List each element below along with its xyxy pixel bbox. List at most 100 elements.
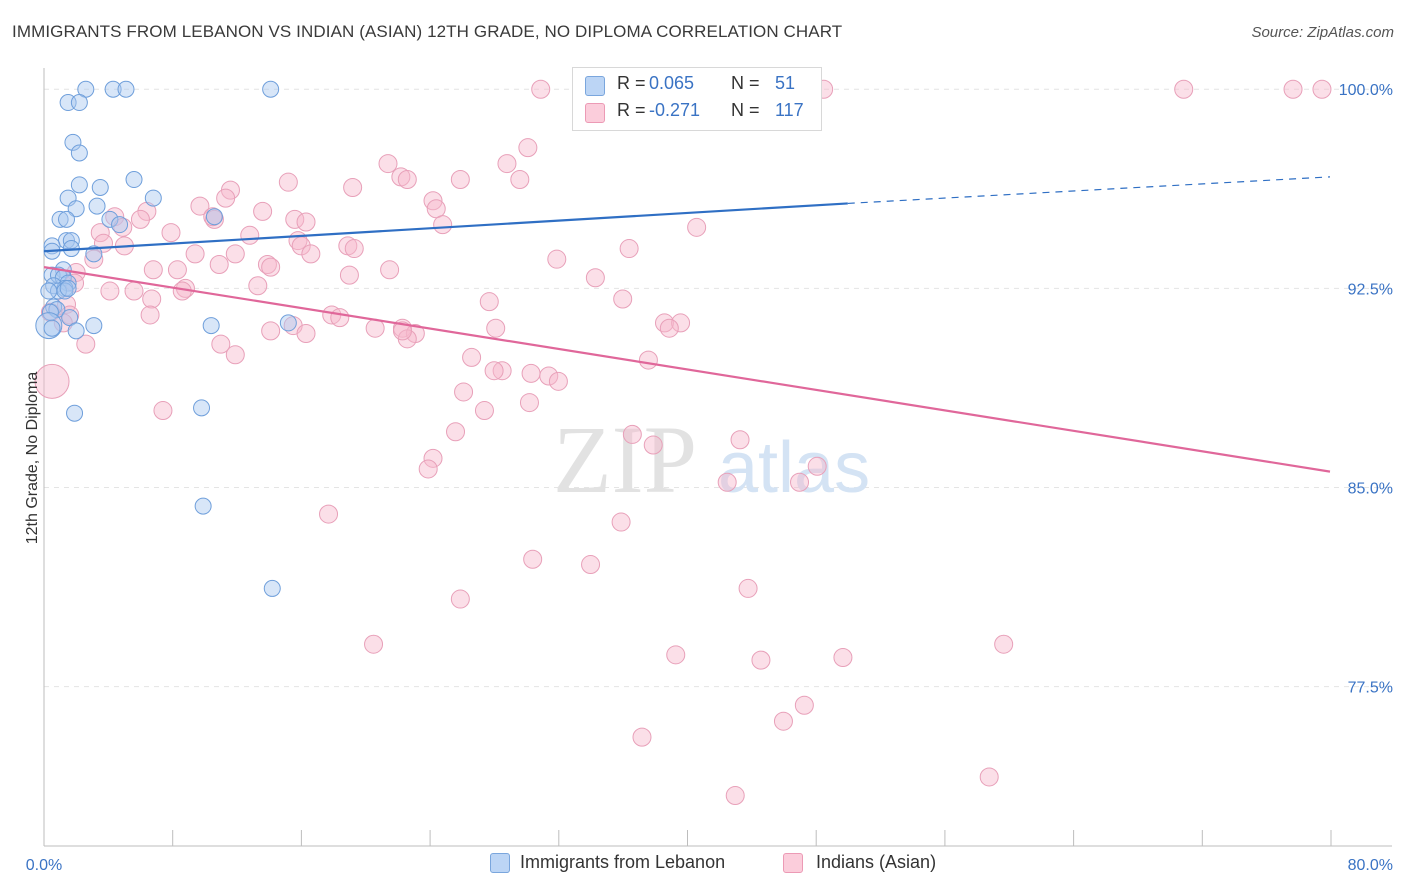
point-indians (209, 254, 229, 274)
point-lebanon (194, 497, 212, 515)
point-indians (807, 456, 827, 476)
point-lebanon (43, 319, 61, 337)
point-indians (167, 260, 187, 280)
point-indians (142, 289, 162, 309)
point-indians (278, 172, 298, 192)
gridlines (44, 88, 1392, 688)
point-indians (257, 254, 277, 274)
source-label: Source: ZipAtlas.com (1251, 24, 1394, 41)
point-indians (130, 209, 150, 229)
chart-title: IMMIGRANTS FROM LEBANON VS INDIAN (ASIAN… (12, 22, 843, 41)
point-indians (90, 223, 110, 243)
point-lebanon (101, 210, 119, 228)
point-indians (725, 786, 745, 806)
point-indians (253, 201, 273, 221)
point-indians (397, 170, 417, 190)
point-indians (518, 138, 538, 158)
y-tick-label: 100.0% (1339, 82, 1393, 99)
point-indians (343, 177, 363, 197)
point-indians (790, 472, 810, 492)
point-indians (216, 188, 236, 208)
point-lebanon (263, 579, 281, 597)
point-indians (794, 695, 814, 715)
point-indians (531, 79, 551, 99)
point-indians (285, 209, 305, 229)
point-indians (659, 318, 679, 338)
point-indians (225, 345, 245, 365)
point-indians (446, 422, 466, 442)
point-indians (339, 265, 359, 285)
point-indians (613, 289, 633, 309)
point-indians (124, 281, 144, 301)
point-indians (418, 459, 438, 479)
point-indians (486, 318, 506, 338)
point-indians (638, 350, 658, 370)
legend-n-value-lebanon: 51 (775, 73, 796, 93)
point-indians (450, 170, 470, 190)
point-indians (378, 154, 398, 174)
y-tick-label: 85.0% (1348, 481, 1393, 498)
point-indians (1283, 79, 1303, 99)
point-indians (581, 555, 601, 575)
y-axis-label: 12th Grade, No Diploma (24, 372, 41, 545)
point-lebanon (144, 189, 162, 207)
point-indians (240, 225, 260, 245)
point-indians (687, 217, 707, 237)
point-indians (632, 727, 652, 747)
watermark-zip: ZIP (553, 406, 697, 513)
point-indians (380, 260, 400, 280)
trend-line-lebanon-projection (847, 176, 1331, 205)
point-lebanon (279, 314, 297, 332)
watermark: ZIP atlas (553, 406, 870, 513)
point-indians (330, 308, 350, 328)
bottom-legend-swatch-indians (783, 853, 803, 873)
point-indians (548, 371, 568, 391)
point-indians (1312, 79, 1332, 99)
point-indians (76, 334, 96, 354)
trend-line-lebanon (43, 202, 848, 253)
point-indians (492, 361, 512, 381)
point-lebanon (85, 317, 103, 335)
point-indians (84, 249, 104, 269)
point-lebanon (91, 178, 109, 196)
point-indians (1174, 79, 1194, 99)
point-indians (773, 711, 793, 731)
point-lebanon (193, 399, 211, 417)
point-indians (474, 401, 494, 421)
legend: R = 0.065 N = 51 R = -0.271 N = 117 (572, 67, 822, 131)
trend-lines (43, 176, 1331, 473)
point-lebanon (202, 317, 220, 335)
point-lebanon (262, 80, 280, 98)
legend-n-label: N = (731, 100, 760, 120)
point-indians (479, 292, 499, 312)
point-indians (140, 305, 160, 325)
point-indians (161, 223, 181, 243)
y-tick-label: 77.5% (1348, 680, 1393, 697)
legend-r-value-indians: -0.271 (649, 100, 701, 120)
point-indians (521, 363, 541, 383)
point-indians (751, 650, 771, 670)
x-tick-label: 80.0% (1348, 857, 1393, 874)
point-lebanon (35, 312, 63, 340)
point-indians (979, 767, 999, 787)
point-lebanon (40, 282, 58, 300)
tick-labels: 77.5% 85.0% 92.5% 100.0% 0.0% 80.0% (26, 82, 1393, 874)
point-lebanon (43, 266, 61, 284)
point-lebanon (66, 404, 84, 422)
point-indians (433, 215, 453, 235)
point-indians (497, 154, 517, 174)
bottom-legend-label-indians: Indians (Asian) (816, 852, 937, 872)
point-lebanon (67, 322, 85, 340)
point-indians (666, 645, 686, 665)
point-lebanon (59, 279, 77, 297)
point-indians (519, 393, 539, 413)
point-indians (622, 424, 642, 444)
point-indians (153, 401, 173, 421)
point-lebanon (117, 80, 135, 98)
point-lebanon (45, 298, 63, 316)
legend-swatch-lebanon (585, 76, 605, 96)
point-indians (248, 276, 268, 296)
point-lebanon (88, 197, 106, 215)
point-indians (296, 324, 316, 344)
